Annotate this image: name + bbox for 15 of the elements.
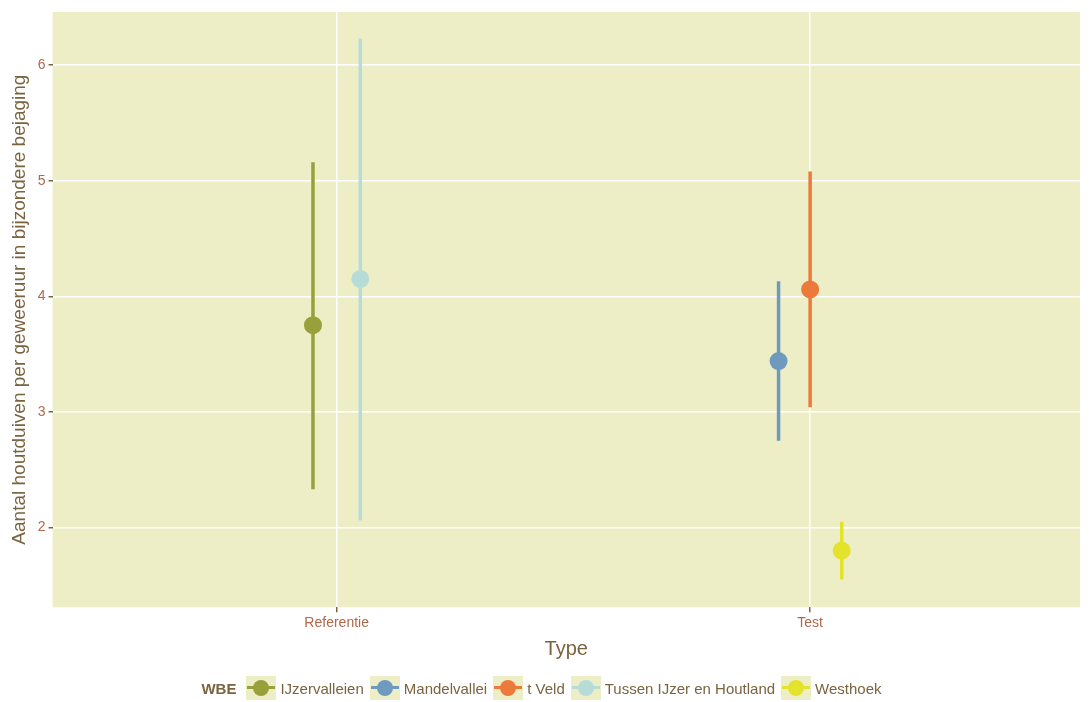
y-tick-label: 6 xyxy=(37,56,46,73)
x-tick-label: Test xyxy=(797,614,824,631)
legend-label: Tussen IJzer en Houtland xyxy=(604,679,776,697)
y-tick-label: 4 xyxy=(37,287,46,304)
legend-label: Westhoek xyxy=(815,679,882,697)
y-tick-label: 3 xyxy=(37,402,46,419)
y-tick-label: 2 xyxy=(37,518,46,535)
legend-label: Mandelvallei xyxy=(403,679,488,697)
y-tick-label: 5 xyxy=(37,171,46,188)
y-axis-title: Aantal houtduiven per geweeruur in bijzondere bejaging xyxy=(7,74,29,545)
legend-label: t Veld xyxy=(527,679,565,697)
legend-title: WBE xyxy=(201,679,237,697)
legend-label: IJzervalleien xyxy=(280,679,364,697)
x-axis-title: Type xyxy=(544,636,588,659)
x-tick-label: Referentie xyxy=(304,614,370,631)
